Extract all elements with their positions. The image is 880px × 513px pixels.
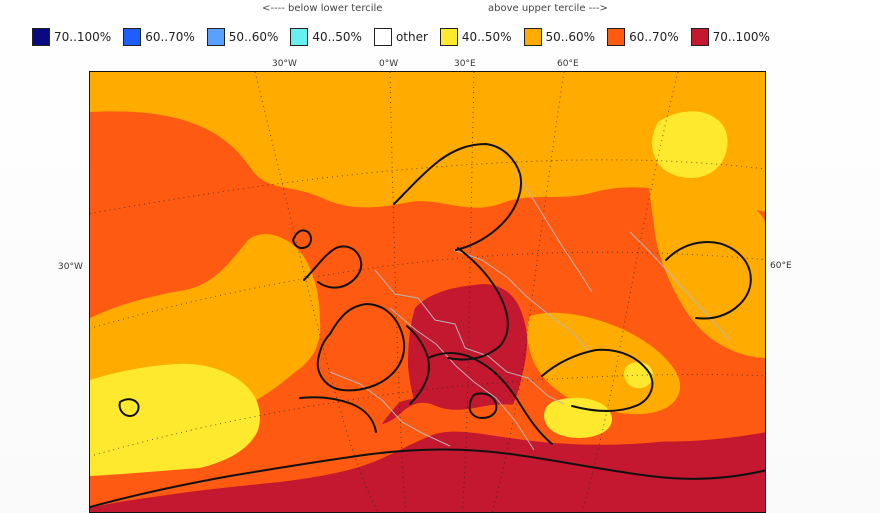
legend-swatch-below-40-50 bbox=[290, 28, 309, 46]
iberia-coastline bbox=[316, 303, 406, 392]
legend-swatch-above-40-50 bbox=[439, 28, 458, 46]
legend-label: 70..100% bbox=[712, 30, 770, 44]
ireland-coastline bbox=[292, 229, 312, 249]
below-lower-tercile-label: <---- below lower tercile bbox=[262, 3, 383, 14]
scandinavia-coastline bbox=[393, 143, 522, 251]
legend-swatch-other bbox=[373, 28, 392, 46]
caspian-coastline bbox=[665, 241, 752, 320]
map-region-50-60-north bbox=[90, 72, 765, 212]
legend-swatch-above-70-100 bbox=[690, 28, 709, 46]
legend-swatch-below-50-60 bbox=[206, 28, 225, 46]
legend-item-below-60-70: 60..70% bbox=[123, 28, 207, 46]
legend-item-other: other bbox=[373, 28, 440, 46]
side-label-left-30w: 30°W bbox=[58, 262, 83, 272]
legend-label: other bbox=[395, 30, 428, 44]
legend-label: 40..50% bbox=[461, 30, 512, 44]
country-borders bbox=[329, 171, 731, 451]
legend-swatch-above-50-60 bbox=[523, 28, 542, 46]
europe-probability-map bbox=[90, 72, 765, 512]
legend-item-below-70-100: 70..100% bbox=[32, 28, 123, 46]
side-label-right-60e: 60°E bbox=[770, 261, 792, 271]
uk-coastline bbox=[303, 245, 363, 289]
border-line bbox=[515, 171, 593, 293]
island-coastline bbox=[118, 398, 140, 417]
border-line bbox=[629, 231, 731, 341]
legend-swatch-below-70-100 bbox=[32, 28, 50, 46]
legend-swatch-below-60-70 bbox=[123, 28, 142, 46]
legend-label: 50..60% bbox=[228, 30, 279, 44]
baltic-coastline bbox=[447, 247, 509, 361]
black-sea-coastline bbox=[541, 348, 654, 412]
map-panel bbox=[89, 71, 766, 513]
map-region-40-50-southeast bbox=[543, 397, 613, 438]
legend-label: 60..70% bbox=[629, 30, 679, 44]
map-region-40-50-southwest bbox=[90, 363, 260, 476]
border-line bbox=[374, 269, 565, 405]
graticule-line bbox=[582, 72, 679, 512]
land-coastlines bbox=[90, 143, 765, 508]
above-upper-tercile-label: above upper tercile ---> bbox=[488, 3, 608, 14]
lon-label-30e: 30°E bbox=[454, 59, 476, 69]
border-line bbox=[329, 371, 451, 447]
gibraltar-coastline bbox=[299, 396, 377, 433]
border-line bbox=[453, 249, 591, 353]
border-line bbox=[389, 307, 535, 451]
legend-item-above-50-60: 50..60% bbox=[523, 28, 608, 46]
greece-coastline bbox=[468, 392, 498, 419]
legend-label: 70..100% bbox=[54, 30, 112, 44]
map-region-50-60-east bbox=[527, 312, 681, 415]
legend-item-below-50-60: 50..60% bbox=[206, 28, 291, 46]
graticule bbox=[90, 72, 765, 512]
graticule-line bbox=[254, 72, 380, 512]
map-region-50-60-northeast bbox=[649, 178, 765, 358]
legend-item-above-40-50: 40..50% bbox=[439, 28, 524, 46]
legend-label: 60..70% bbox=[145, 30, 195, 44]
legend-item-above-70-100: 70..100% bbox=[690, 28, 782, 46]
lon-label-30w: 30°W bbox=[272, 59, 297, 69]
legend-item-above-60-70: 60..70% bbox=[607, 28, 691, 46]
legend-item-below-40-50: 40..50% bbox=[290, 28, 374, 46]
probability-legend: 70..100% 60..70% 50..60% 40..50% other 4… bbox=[32, 26, 782, 48]
legend-swatch-above-60-70 bbox=[607, 28, 626, 46]
lon-label-0w: 0°W bbox=[379, 59, 399, 69]
map-region-40-50-northeast bbox=[652, 111, 728, 178]
lon-label-60e: 60°E bbox=[557, 59, 579, 69]
legend-label: 50..60% bbox=[545, 30, 596, 44]
legend-label: 40..50% bbox=[312, 30, 362, 44]
north-africa-coastline bbox=[90, 448, 765, 508]
tercile-header: <---- below lower tercile above upper te… bbox=[0, 0, 880, 20]
balkan-coastline bbox=[427, 352, 553, 445]
map-region-50-60-topleft bbox=[90, 72, 170, 108]
